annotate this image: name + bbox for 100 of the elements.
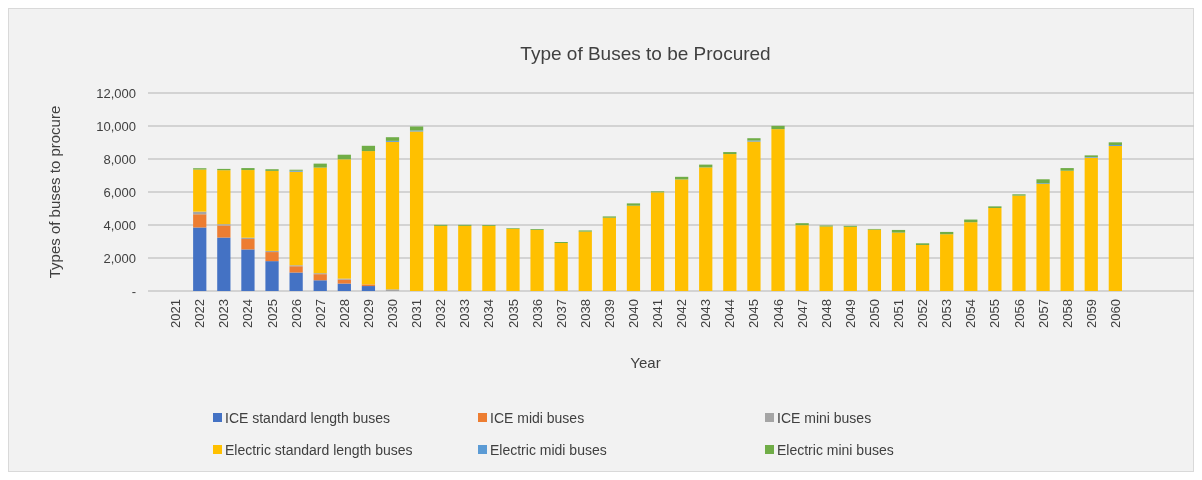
y-tick-label: -	[131, 283, 136, 299]
bar	[891, 232, 906, 291]
y-axis-title: Types of buses to procure	[46, 105, 63, 279]
x-tick-label: 2022	[192, 299, 208, 328]
x-tick-label: 2059	[1083, 299, 1099, 328]
bar	[771, 129, 785, 291]
bar	[530, 229, 544, 291]
bar	[337, 283, 351, 291]
x-tick-label: 2030	[385, 299, 401, 328]
x-tick-label: 2052	[915, 299, 931, 328]
x-tick-label: 2055	[987, 299, 1003, 328]
x-tick-label: 2038	[577, 299, 593, 328]
x-tick-label: 2043	[698, 299, 714, 328]
bar	[313, 280, 327, 291]
x-tick-label: 2045	[746, 299, 762, 328]
bar	[675, 179, 689, 291]
x-tick-label: 2060	[1107, 299, 1123, 328]
x-tick-label: 2036	[529, 299, 545, 328]
x-tick-label: 2033	[457, 299, 473, 328]
x-tick-label: 2046	[770, 299, 786, 328]
bar	[915, 244, 930, 291]
bar	[409, 131, 424, 291]
x-axis-title: Year	[630, 354, 661, 371]
y-tick-label: 12,000	[96, 85, 136, 101]
bar	[554, 242, 568, 291]
bar	[988, 208, 1002, 291]
legend-label: ICE mini buses	[777, 409, 872, 426]
bar	[385, 141, 400, 290]
y-tick-label: 6,000	[103, 184, 136, 200]
bar	[217, 170, 231, 225]
bar	[964, 222, 978, 291]
bar	[313, 274, 327, 281]
x-tick-label: 2048	[818, 299, 834, 328]
bar	[723, 154, 737, 291]
bar	[602, 217, 616, 291]
bar	[458, 225, 472, 291]
x-tick-label: 2057	[1035, 299, 1051, 328]
bar	[1012, 195, 1026, 291]
x-tick-label: 2053	[939, 299, 955, 328]
y-tick-label: 4,000	[103, 217, 136, 233]
bar	[699, 167, 713, 291]
x-tick-label: 2028	[336, 299, 352, 328]
bar	[578, 231, 592, 291]
legend-label: ICE standard length buses	[225, 409, 390, 426]
x-tick-label: 2049	[842, 299, 858, 328]
bar	[409, 126, 424, 131]
y-tick-label: 10,000	[96, 118, 136, 134]
bar	[241, 239, 255, 250]
bar	[241, 249, 255, 291]
y-tick-label: 2,000	[103, 250, 136, 266]
x-tick-label: 2054	[963, 299, 979, 328]
bar	[940, 234, 954, 291]
bar	[217, 225, 231, 238]
legend-label: Electric midi buses	[490, 441, 607, 458]
x-tick-label: 2037	[553, 299, 569, 328]
bar	[289, 171, 303, 266]
bar	[1108, 145, 1122, 291]
bar	[506, 228, 520, 291]
bar	[1060, 170, 1074, 291]
x-tick-label: 2051	[891, 299, 907, 328]
bar	[361, 151, 376, 285]
x-tick-label: 2027	[312, 299, 328, 328]
bar	[747, 141, 761, 291]
bar	[867, 229, 882, 291]
bar	[626, 203, 641, 206]
bar	[1060, 168, 1074, 171]
bar	[265, 261, 279, 291]
bar	[434, 225, 448, 291]
bar	[361, 145, 376, 152]
bar	[193, 227, 207, 291]
legend-label: Electric standard length buses	[225, 441, 413, 458]
bar	[217, 237, 231, 291]
x-tick-label: 2032	[433, 299, 449, 328]
bar	[265, 170, 279, 251]
x-tick-label: 2031	[409, 299, 425, 328]
bar	[337, 159, 351, 279]
x-tick-label: 2029	[360, 299, 376, 328]
bar	[819, 226, 833, 291]
x-tick-label: 2023	[216, 299, 232, 328]
x-tick-label: 2021	[168, 299, 184, 328]
bar	[241, 170, 255, 238]
x-tick-label: 2026	[288, 299, 304, 328]
x-tick-label: 2056	[1011, 299, 1027, 328]
bar	[265, 252, 279, 262]
bar	[891, 229, 906, 233]
x-tick-label: 2047	[794, 299, 810, 328]
bar	[771, 125, 785, 130]
bar	[1036, 179, 1050, 184]
x-tick-label: 2040	[626, 299, 641, 328]
x-tick-label: 2058	[1059, 299, 1075, 328]
x-tick-label: 2035	[505, 299, 521, 328]
bar	[337, 279, 351, 284]
x-tick-label: 2044	[722, 299, 738, 328]
x-tick-label: 2050	[866, 299, 882, 328]
x-tick-label: 2039	[601, 299, 617, 328]
bar	[193, 169, 207, 212]
bar	[313, 163, 327, 168]
bar	[289, 266, 303, 273]
bar	[650, 192, 665, 291]
bar	[1036, 183, 1050, 291]
